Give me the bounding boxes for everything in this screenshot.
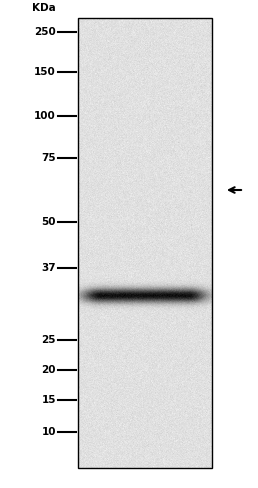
Text: 100: 100 xyxy=(34,111,56,121)
Bar xyxy=(78,18,212,468)
Text: 250: 250 xyxy=(34,27,56,37)
Text: 25: 25 xyxy=(42,335,56,345)
Text: 37: 37 xyxy=(41,263,56,273)
Text: 10: 10 xyxy=(42,427,56,437)
Text: 20: 20 xyxy=(42,365,56,375)
Text: 75: 75 xyxy=(41,153,56,163)
Text: 15: 15 xyxy=(42,395,56,405)
Text: 50: 50 xyxy=(42,217,56,227)
Text: KDa: KDa xyxy=(32,3,56,13)
Text: 150: 150 xyxy=(34,67,56,77)
